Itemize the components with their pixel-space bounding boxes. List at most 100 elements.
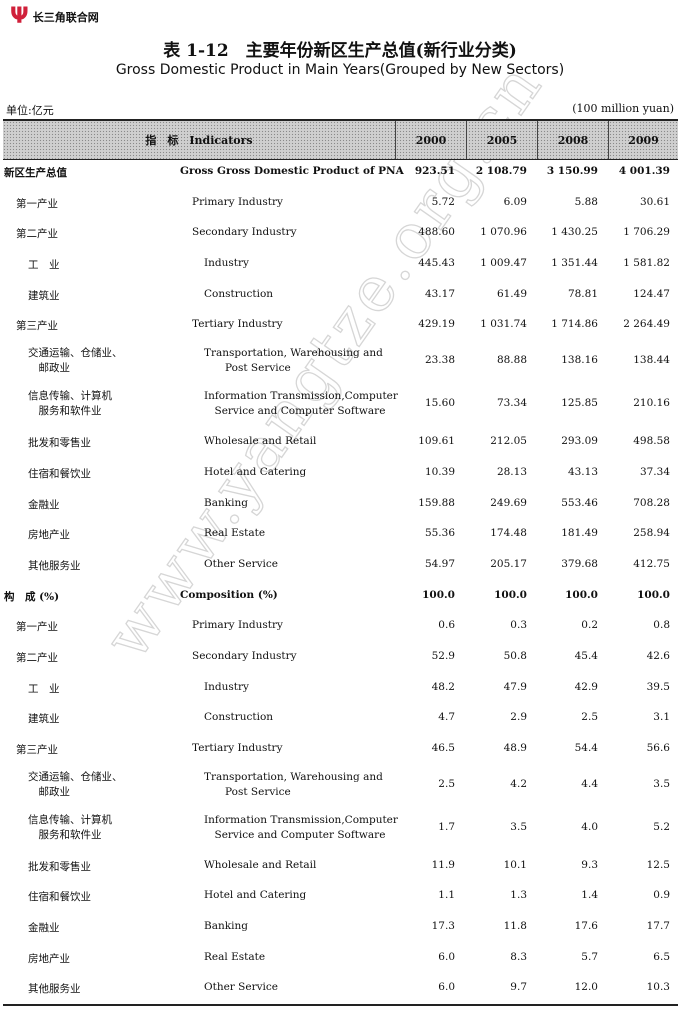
- label-line: Real Estate: [204, 527, 266, 540]
- label-line: 批发和零售业: [28, 860, 91, 873]
- value-2000: 48.2: [431, 680, 455, 693]
- logo-text: 长三角联合网: [32, 11, 99, 24]
- table-row: 第一产业 Primary Industry 0.6 0.3 0.2 0.8: [0, 610, 680, 641]
- row-label-en: Secondary Industry: [192, 650, 297, 662]
- value-2008: 181.49: [561, 527, 598, 540]
- value-2000: 54.97: [424, 557, 455, 570]
- label-line: Gross Gross Domestic Product of PNA: [180, 165, 404, 177]
- table-row: 批发和零售业 Wholesale and Retail 11.9 10.1 9.3 12.…: [0, 850, 680, 881]
- value-2008: 4.0: [581, 820, 598, 833]
- row-label-zh: 建筑业: [28, 288, 60, 303]
- value-2005: 48.9: [503, 742, 527, 754]
- value-2008: 5.7: [581, 950, 598, 963]
- table-row: 建筑业 Construction 4.7 2.9 2.5 3.1: [0, 702, 680, 733]
- value-2008: 3 150.99: [546, 165, 598, 177]
- table-header: 指 标 Indicators 2000 2005 2008 2009: [3, 119, 678, 160]
- row-label-en: Banking: [204, 497, 248, 509]
- value-2008: 1.4: [581, 889, 598, 902]
- value-2000: 17.3: [431, 920, 455, 933]
- value-2005: 1.3: [510, 889, 527, 902]
- table-row: 金融业 Banking 159.88 249.69 553.46 708.28: [0, 488, 680, 519]
- value-2008: 54.4: [574, 742, 598, 754]
- label-line: 房地产业: [28, 529, 70, 542]
- label-line: Industry: [204, 680, 249, 693]
- value-2000: 52.9: [431, 649, 455, 662]
- label-line: 房地产业: [28, 952, 70, 965]
- row-label-zh: 批发和零售业: [28, 435, 91, 450]
- label-line: Transportation, Warehousing and: [204, 770, 383, 783]
- value-2008: 293.09: [561, 435, 598, 448]
- value-2000: 488.60: [418, 226, 455, 239]
- value-2005: 6.09: [503, 195, 527, 208]
- value-2009: 412.75: [633, 557, 670, 570]
- value-2005: 9.7: [510, 981, 527, 994]
- label-line: Hotel and Catering: [204, 465, 307, 478]
- value-2000: 6.0: [438, 981, 455, 994]
- label-line: Primary Industry: [192, 195, 283, 208]
- value-2000: 109.61: [418, 435, 455, 448]
- row-label-zh: 第二产业: [16, 226, 58, 241]
- row-label-zh: 第一产业: [16, 619, 58, 634]
- value-2000: 15.60: [424, 397, 455, 410]
- row-label-zh: 房地产业: [28, 527, 70, 542]
- value-2000: 0.6: [438, 619, 455, 632]
- table-row: 批发和零售业 Wholesale and Retail 109.61 212.05 29…: [0, 426, 680, 457]
- value-2000: 46.5: [431, 742, 455, 754]
- value-2009: 2 264.49: [623, 318, 670, 331]
- label-line: 邮政业: [28, 785, 70, 798]
- value-2005: 50.8: [503, 649, 527, 662]
- label-line: 邮政业: [28, 362, 70, 375]
- label-line: Service and Computer Software: [204, 405, 386, 418]
- row-label-zh: 房地产业: [28, 951, 70, 966]
- table-row: 构 成 (%) Composition (%) 100.0 100.0 100.0 100…: [0, 580, 680, 611]
- value-2000: 445.43: [418, 257, 455, 270]
- table-title-en: Gross Domestic Product in Main Years(Gro…: [115, 62, 565, 78]
- site-logo[interactable]: Ψ 长三角联合网: [10, 6, 99, 28]
- row-label-en: Real Estate: [204, 527, 265, 539]
- value-2000: 10.39: [424, 465, 455, 478]
- table-bottom-rule: [3, 1004, 678, 1006]
- label-line: Tertiary Industry: [192, 742, 283, 754]
- value-2009: 0.8: [653, 619, 670, 632]
- row-label-zh: 第三产业: [16, 318, 58, 333]
- value-2009: 498.58: [633, 435, 670, 448]
- row-label-en: Wholesale and Retail: [204, 859, 316, 871]
- value-2000: 923.51: [414, 165, 455, 177]
- value-2009: 0.9: [653, 889, 670, 902]
- label-line: Hotel and Catering: [204, 889, 307, 902]
- row-label-en: Secondary Industry: [192, 226, 297, 238]
- label-line: 第一产业: [16, 621, 58, 634]
- label-line: 服务和软件业: [28, 405, 102, 418]
- value-2009: 39.5: [646, 680, 670, 693]
- label-line: 建筑业: [28, 289, 60, 302]
- table-row: 第二产业 Secondary Industry 488.60 1 070.96 1 43…: [0, 217, 680, 248]
- value-2005: 1 031.74: [480, 318, 527, 331]
- label-line: 建筑业: [28, 713, 60, 726]
- label-line: 新区生产总值: [4, 167, 67, 179]
- label-line: Post Service: [204, 785, 291, 798]
- table-title-zh: 表 1-12 主要年份新区生产总值(新行业分类): [163, 41, 517, 61]
- value-2005: 1 070.96: [480, 226, 527, 239]
- value-2000: 159.88: [418, 496, 455, 509]
- row-label-en: Information Transmission,Computer Servic…: [204, 389, 398, 419]
- table-row: 其他服务业 Other Service 6.0 9.7 12.0 10.3: [0, 972, 680, 1003]
- label-line: 住宿和餐饮业: [28, 467, 91, 480]
- value-2009: 12.5: [646, 858, 670, 871]
- value-2009: 210.16: [633, 397, 670, 410]
- value-2005: 4.2: [510, 777, 527, 790]
- label-line: 金融业: [28, 498, 60, 511]
- table-row: 住宿和餐饮业 Hotel and Catering 1.1 1.3 1.4 0.9: [0, 880, 680, 911]
- label-line: Composition (%): [180, 588, 278, 601]
- value-2005: 212.05: [490, 435, 527, 448]
- value-2005: 174.48: [490, 527, 527, 540]
- label-line: 交通运输、仓储业、: [28, 770, 123, 783]
- table-row: 交通运输、仓储业、 邮政业 Transportation, Warehousing…: [0, 764, 680, 807]
- label-line: Banking: [204, 920, 248, 933]
- value-2005: 47.9: [503, 680, 527, 693]
- value-2008: 78.81: [567, 287, 598, 300]
- value-2005: 10.1: [503, 858, 527, 871]
- value-2008: 17.6: [574, 920, 598, 933]
- label-line: 第二产业: [16, 651, 58, 664]
- label-line: Wholesale and Retail: [204, 858, 317, 871]
- label-line: 信息传输、计算机: [28, 813, 112, 826]
